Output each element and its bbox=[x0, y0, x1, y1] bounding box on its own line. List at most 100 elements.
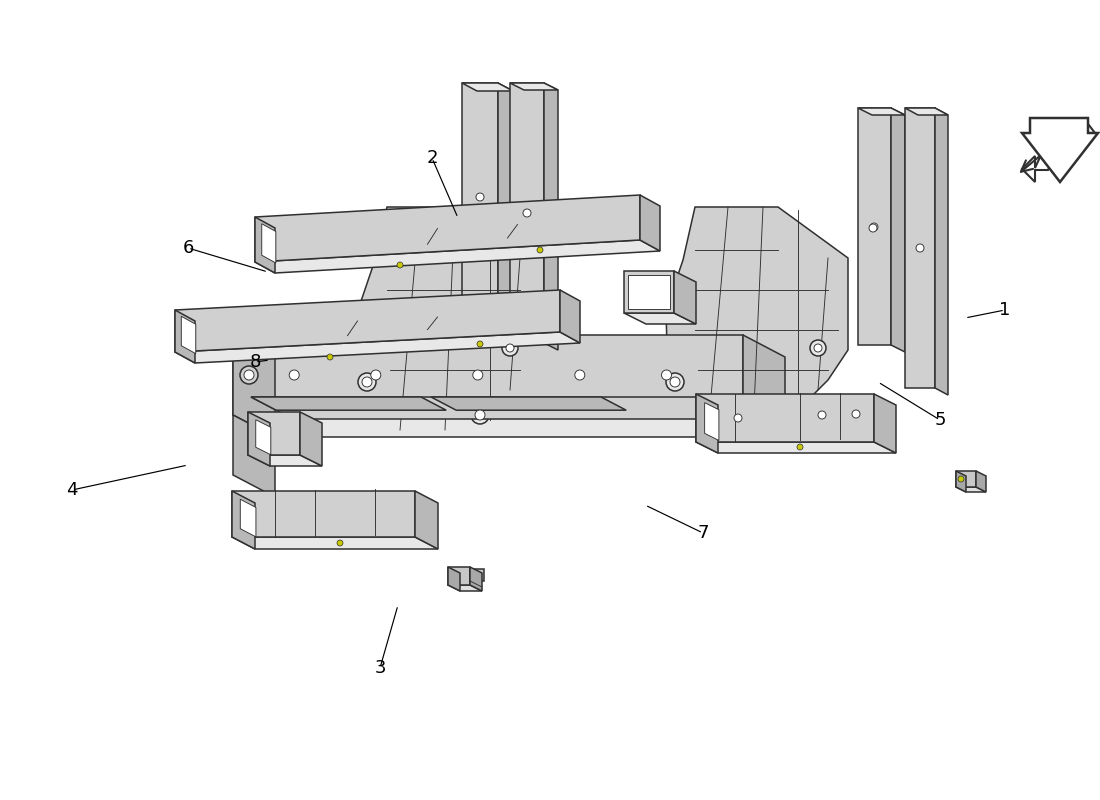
Polygon shape bbox=[182, 316, 196, 354]
Polygon shape bbox=[175, 332, 580, 363]
Polygon shape bbox=[696, 442, 896, 453]
Circle shape bbox=[818, 411, 826, 419]
Circle shape bbox=[244, 370, 254, 380]
Circle shape bbox=[666, 373, 684, 391]
Polygon shape bbox=[232, 491, 255, 549]
Circle shape bbox=[327, 354, 333, 360]
Text: 8: 8 bbox=[250, 353, 261, 371]
Circle shape bbox=[502, 340, 518, 356]
Polygon shape bbox=[255, 240, 660, 273]
Polygon shape bbox=[251, 397, 447, 410]
Polygon shape bbox=[1022, 120, 1094, 182]
Polygon shape bbox=[510, 83, 558, 90]
Polygon shape bbox=[874, 394, 896, 453]
Circle shape bbox=[869, 224, 877, 232]
Polygon shape bbox=[255, 420, 271, 454]
Polygon shape bbox=[935, 108, 948, 395]
Polygon shape bbox=[560, 290, 580, 343]
Circle shape bbox=[810, 340, 826, 356]
Polygon shape bbox=[640, 195, 660, 251]
Polygon shape bbox=[248, 455, 322, 466]
Circle shape bbox=[798, 444, 803, 450]
Polygon shape bbox=[891, 108, 905, 352]
Circle shape bbox=[475, 410, 485, 420]
Polygon shape bbox=[415, 491, 438, 549]
Circle shape bbox=[471, 406, 490, 424]
Polygon shape bbox=[251, 397, 767, 419]
Polygon shape bbox=[233, 335, 275, 437]
Text: 7: 7 bbox=[697, 524, 708, 542]
Circle shape bbox=[814, 344, 822, 352]
Circle shape bbox=[734, 414, 742, 422]
Circle shape bbox=[362, 377, 372, 387]
Polygon shape bbox=[858, 108, 891, 345]
Polygon shape bbox=[233, 415, 785, 437]
Polygon shape bbox=[175, 310, 195, 363]
Polygon shape bbox=[905, 108, 948, 115]
Polygon shape bbox=[175, 290, 560, 352]
Circle shape bbox=[358, 373, 376, 391]
Polygon shape bbox=[448, 567, 470, 585]
Polygon shape bbox=[905, 108, 935, 388]
Polygon shape bbox=[705, 402, 719, 441]
Circle shape bbox=[477, 341, 483, 347]
Polygon shape bbox=[233, 335, 742, 415]
Polygon shape bbox=[240, 499, 256, 537]
Circle shape bbox=[371, 370, 381, 380]
Circle shape bbox=[852, 410, 860, 418]
Circle shape bbox=[506, 344, 514, 352]
Polygon shape bbox=[248, 412, 270, 466]
Text: 4: 4 bbox=[66, 481, 78, 499]
Text: 5: 5 bbox=[934, 411, 946, 429]
Polygon shape bbox=[624, 313, 696, 324]
Text: 3: 3 bbox=[374, 659, 386, 677]
Polygon shape bbox=[233, 415, 275, 497]
Polygon shape bbox=[448, 567, 460, 591]
Polygon shape bbox=[666, 207, 848, 430]
Polygon shape bbox=[956, 471, 976, 487]
Polygon shape bbox=[470, 569, 484, 581]
Polygon shape bbox=[255, 195, 640, 262]
Text: 6: 6 bbox=[183, 239, 194, 257]
Polygon shape bbox=[262, 224, 276, 263]
Circle shape bbox=[870, 223, 878, 231]
Circle shape bbox=[916, 244, 924, 252]
Circle shape bbox=[522, 209, 531, 217]
Polygon shape bbox=[510, 83, 544, 343]
Polygon shape bbox=[232, 491, 415, 537]
Polygon shape bbox=[544, 83, 558, 350]
Circle shape bbox=[397, 262, 403, 268]
Polygon shape bbox=[976, 471, 986, 492]
Polygon shape bbox=[448, 585, 482, 591]
Text: 1: 1 bbox=[999, 301, 1011, 319]
Polygon shape bbox=[742, 335, 785, 437]
Polygon shape bbox=[358, 207, 540, 430]
Polygon shape bbox=[674, 271, 696, 324]
Polygon shape bbox=[624, 271, 674, 313]
Circle shape bbox=[661, 370, 671, 380]
Polygon shape bbox=[696, 394, 718, 453]
Circle shape bbox=[337, 540, 343, 546]
Polygon shape bbox=[248, 412, 300, 455]
Circle shape bbox=[537, 247, 543, 253]
Polygon shape bbox=[470, 567, 482, 591]
Polygon shape bbox=[696, 394, 874, 442]
Polygon shape bbox=[462, 83, 498, 310]
Polygon shape bbox=[255, 217, 275, 273]
Text: 2: 2 bbox=[427, 149, 438, 167]
Circle shape bbox=[779, 406, 798, 424]
Circle shape bbox=[670, 377, 680, 387]
Polygon shape bbox=[628, 275, 670, 309]
Circle shape bbox=[783, 410, 793, 420]
Circle shape bbox=[958, 476, 964, 482]
Polygon shape bbox=[1022, 118, 1098, 182]
Polygon shape bbox=[858, 108, 905, 115]
Polygon shape bbox=[498, 83, 513, 318]
Polygon shape bbox=[431, 397, 626, 410]
Circle shape bbox=[473, 370, 483, 380]
Polygon shape bbox=[300, 412, 322, 466]
Polygon shape bbox=[956, 471, 966, 492]
Circle shape bbox=[476, 193, 484, 201]
Polygon shape bbox=[462, 83, 513, 91]
Circle shape bbox=[289, 370, 299, 380]
